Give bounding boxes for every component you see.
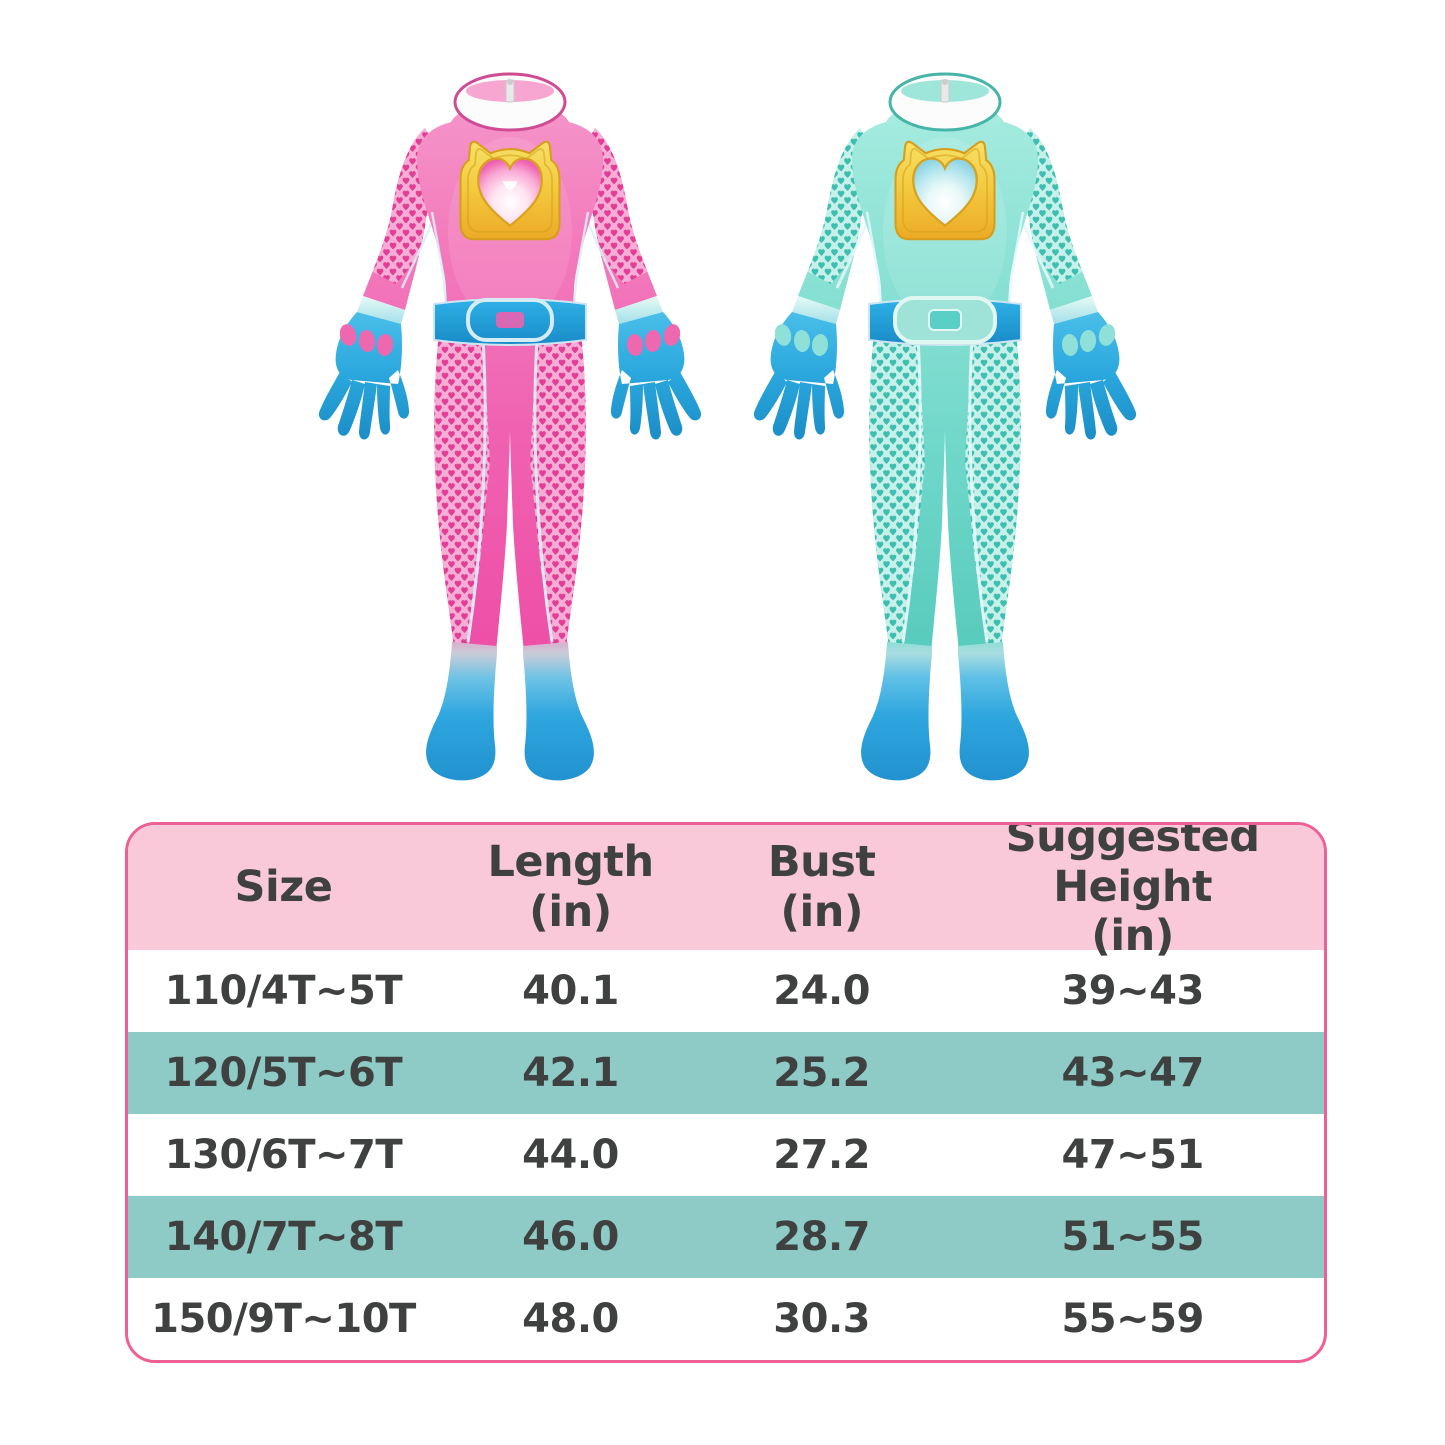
legs [861, 314, 1029, 780]
size-value: 130/6T~7T [164, 1132, 403, 1178]
chest-emblem [459, 140, 561, 241]
table-row: 120/5T~6T 42.1 25.2 43~47 [128, 1032, 1324, 1114]
length-value: 40.1 [522, 968, 619, 1014]
column-header-bust: Bust (in) [767, 836, 876, 937]
column-header-length: Length (in) [487, 836, 654, 937]
size-chart-table: Size Length (in) Bust (in) Suggested Hei… [125, 822, 1327, 1363]
column-header-size: Size [234, 861, 333, 912]
zipper [940, 79, 950, 103]
bust-value: 28.7 [773, 1214, 870, 1260]
table-row: 140/7T~8T 46.0 28.7 51~55 [128, 1196, 1324, 1278]
teal-costume-image [745, 72, 1145, 792]
bust-value: 24.0 [773, 968, 870, 1014]
table-row: 150/9T~10T 48.0 30.3 55~59 [128, 1278, 1324, 1360]
legs [426, 314, 594, 780]
size-value: 140/7T~8T [164, 1214, 403, 1260]
bust-value: 25.2 [773, 1050, 870, 1096]
length-value: 46.0 [522, 1214, 619, 1260]
size-value: 110/4T~5T [164, 968, 403, 1014]
bust-value: 27.2 [773, 1132, 870, 1178]
length-value: 42.1 [522, 1050, 619, 1096]
height-value: 43~47 [1061, 1050, 1204, 1096]
height-value: 39~43 [1061, 968, 1204, 1014]
column-header-suggested-height: Suggested Height (in) [1005, 822, 1260, 962]
table-row: 130/6T~7T 44.0 27.2 47~51 [128, 1114, 1324, 1196]
chest-emblem [894, 140, 996, 241]
size-value: 150/9T~10T [151, 1296, 416, 1342]
collar [888, 72, 1002, 132]
length-value: 48.0 [522, 1296, 619, 1342]
height-value: 55~59 [1061, 1296, 1204, 1342]
height-value: 51~55 [1061, 1214, 1204, 1260]
collar [453, 72, 567, 132]
size-value: 120/5T~6T [164, 1050, 403, 1096]
height-value: 47~51 [1061, 1132, 1204, 1178]
belt [868, 296, 1022, 346]
belt [433, 298, 587, 346]
pink-costume-image [310, 72, 710, 792]
size-chart-header-row: Size Length (in) Bust (in) Suggested Hei… [128, 822, 1324, 962]
zipper [505, 79, 515, 103]
bust-value: 30.3 [773, 1296, 870, 1342]
length-value: 44.0 [522, 1132, 619, 1178]
table-row: 110/4T~5T 40.1 24.0 39~43 [128, 950, 1324, 1032]
